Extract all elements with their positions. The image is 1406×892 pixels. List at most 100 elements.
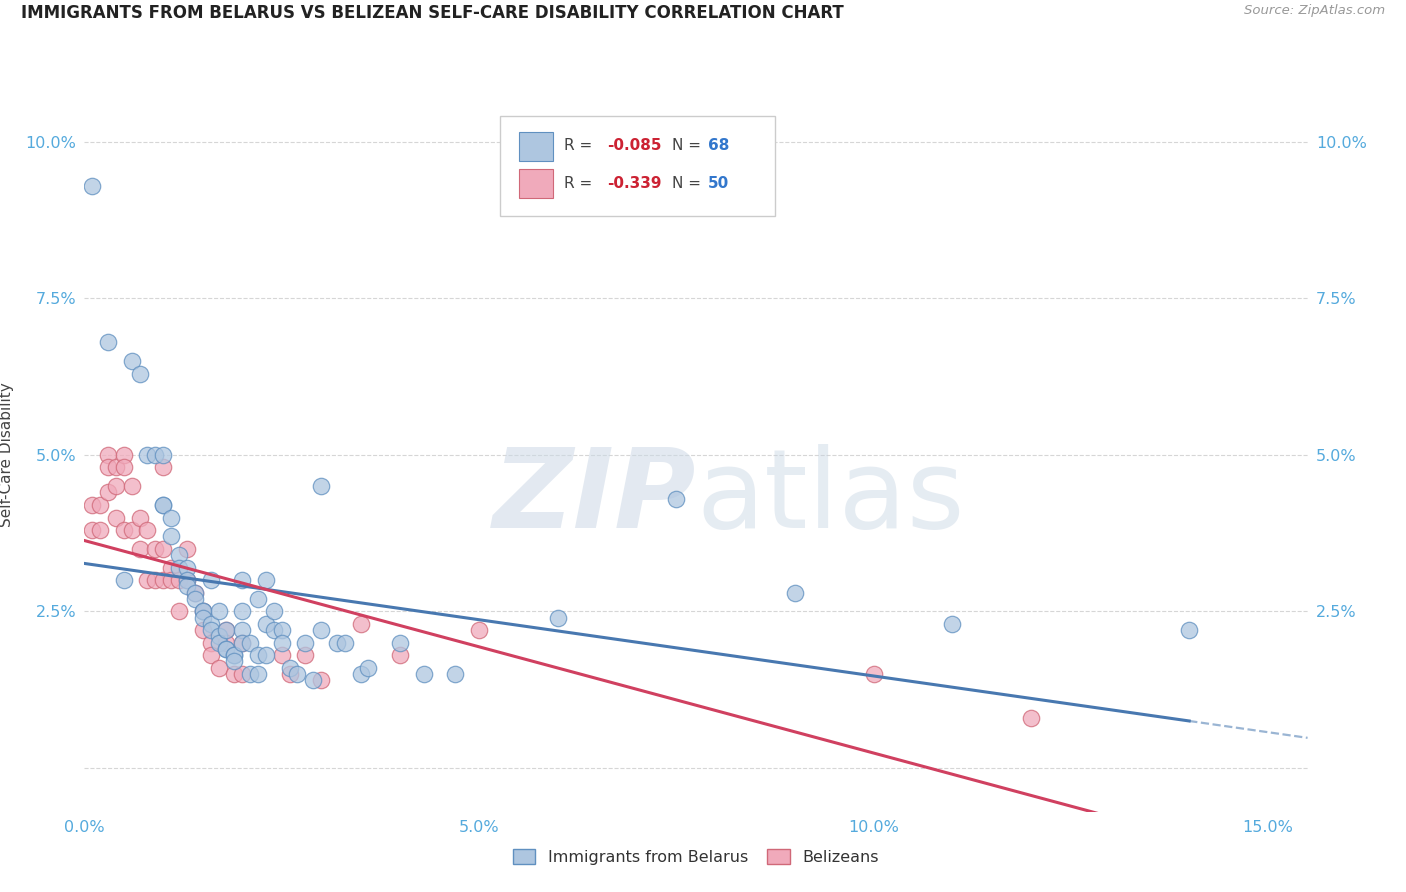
Point	[97, 485, 120, 500]
Point	[128, 510, 150, 524]
Point	[215, 642, 238, 657]
Point	[176, 541, 198, 556]
Y-axis label: Self-Care Disability: Self-Care Disability	[0, 383, 14, 527]
Point	[309, 479, 332, 493]
Point	[136, 448, 159, 462]
Text: 50: 50	[709, 177, 730, 191]
Point	[167, 560, 190, 574]
Point	[287, 667, 309, 681]
Point	[224, 648, 246, 663]
Point	[112, 460, 135, 475]
Point	[160, 560, 183, 574]
Point	[783, 585, 806, 599]
Point	[231, 623, 253, 637]
Point	[104, 460, 127, 475]
Point	[349, 667, 371, 681]
Point	[412, 667, 434, 681]
Text: Source: ZipAtlas.com: Source: ZipAtlas.com	[1244, 4, 1385, 18]
Point	[145, 448, 167, 462]
Point	[294, 648, 316, 663]
Point	[184, 591, 207, 606]
Point	[309, 623, 332, 637]
Point	[941, 616, 963, 631]
Point	[82, 498, 104, 512]
Point	[136, 523, 159, 537]
Point	[104, 479, 127, 493]
Point	[184, 585, 207, 599]
Point	[112, 448, 135, 462]
Point	[246, 648, 269, 663]
Point	[1021, 711, 1043, 725]
Point	[278, 667, 301, 681]
Point	[239, 667, 262, 681]
Point	[215, 642, 238, 657]
Point	[97, 460, 120, 475]
Point	[246, 667, 269, 681]
FancyBboxPatch shape	[501, 116, 776, 216]
Point	[1178, 623, 1201, 637]
Point	[200, 648, 222, 663]
Point	[302, 673, 325, 688]
Point	[294, 636, 316, 650]
Point	[215, 636, 238, 650]
Point	[246, 591, 269, 606]
Point	[207, 630, 229, 644]
Point	[270, 636, 292, 650]
Point	[254, 573, 277, 587]
Text: N =: N =	[672, 177, 706, 191]
Point	[104, 510, 127, 524]
Point	[231, 604, 253, 618]
Point	[184, 585, 207, 599]
Point	[224, 655, 246, 669]
Point	[97, 448, 120, 462]
Point	[231, 667, 253, 681]
Point	[191, 604, 214, 618]
Point	[200, 636, 222, 650]
Point	[309, 673, 332, 688]
Point	[167, 548, 190, 562]
Point	[254, 648, 277, 663]
Point	[191, 604, 214, 618]
Point	[176, 560, 198, 574]
Point	[89, 498, 111, 512]
Point	[121, 354, 143, 368]
Point	[121, 523, 143, 537]
Point	[112, 523, 135, 537]
Point	[200, 573, 222, 587]
Point	[207, 604, 229, 618]
FancyBboxPatch shape	[519, 169, 553, 198]
Point	[389, 636, 412, 650]
Point	[160, 529, 183, 543]
Point	[112, 573, 135, 587]
Point	[152, 541, 174, 556]
Point	[270, 648, 292, 663]
Point	[160, 510, 183, 524]
Point	[152, 498, 174, 512]
Point	[136, 573, 159, 587]
Point	[224, 667, 246, 681]
Text: -0.339: -0.339	[606, 177, 661, 191]
Point	[862, 667, 884, 681]
Point	[128, 541, 150, 556]
Point	[326, 636, 349, 650]
Point	[231, 636, 253, 650]
Text: N =: N =	[672, 138, 706, 153]
Point	[176, 579, 198, 593]
Point	[263, 604, 285, 618]
Point	[444, 667, 467, 681]
Point	[191, 623, 214, 637]
Point	[160, 573, 183, 587]
Text: R =: R =	[564, 138, 598, 153]
Point	[224, 648, 246, 663]
Text: R =: R =	[564, 177, 598, 191]
Point	[152, 498, 174, 512]
Point	[191, 604, 214, 618]
Point	[82, 178, 104, 193]
Point	[333, 636, 356, 650]
Point	[357, 661, 380, 675]
Text: -0.085: -0.085	[606, 138, 661, 153]
Text: IMMIGRANTS FROM BELARUS VS BELIZEAN SELF-CARE DISABILITY CORRELATION CHART: IMMIGRANTS FROM BELARUS VS BELIZEAN SELF…	[21, 4, 844, 22]
Point	[207, 636, 229, 650]
Point	[270, 623, 292, 637]
Point	[389, 648, 412, 663]
